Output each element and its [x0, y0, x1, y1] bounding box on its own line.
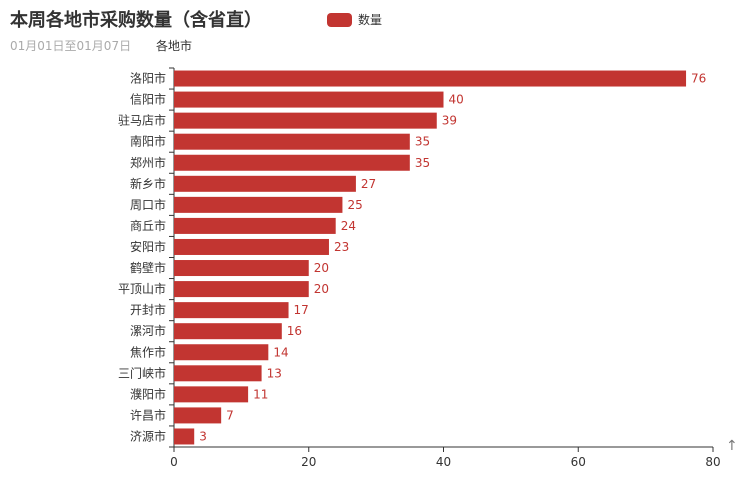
category-label: 开封市	[130, 302, 166, 317]
category-label: 鹤壁市	[130, 260, 166, 275]
bar	[174, 238, 329, 255]
category-label: 驻马店市	[118, 113, 166, 128]
category-label: 郑州市	[130, 155, 166, 170]
bar	[174, 302, 289, 319]
data-label: 7	[226, 408, 234, 422]
data-label: 3	[199, 429, 207, 443]
x-tick-label: 20	[301, 455, 316, 469]
data-label: 76	[691, 72, 706, 86]
x-tick-label: 60	[571, 455, 586, 469]
category-label: 洛阳市	[130, 71, 166, 86]
arrow-up-icon[interactable]: ↑	[726, 438, 738, 454]
x-tick-label: 40	[436, 455, 451, 469]
data-label: 11	[253, 387, 268, 401]
legend-swatch	[327, 12, 352, 27]
bar	[174, 175, 356, 192]
x-tick-label: 80	[705, 455, 720, 469]
data-label: 39	[442, 114, 457, 128]
bar	[174, 70, 687, 87]
bar	[174, 281, 309, 298]
bar	[174, 323, 282, 340]
category-label: 濮阳市	[130, 386, 166, 401]
data-label: 35	[415, 156, 430, 170]
x-tick-label: 0	[170, 455, 178, 469]
bar	[174, 428, 195, 445]
chart-subtitle: 01月01日至01月07日	[10, 39, 132, 53]
data-label: 35	[415, 135, 430, 149]
bar	[174, 112, 437, 129]
bar	[174, 365, 262, 382]
data-label: 40	[449, 93, 464, 107]
data-label: 16	[287, 324, 302, 338]
bar	[174, 133, 410, 150]
legend-label: 数量	[358, 13, 383, 27]
data-label: 24	[341, 219, 356, 233]
data-label: 13	[267, 366, 282, 380]
data-label: 17	[294, 303, 309, 317]
bar	[174, 386, 249, 403]
chart-title: 本周各地市采购数量（含省直）	[10, 10, 262, 31]
legend-item[interactable]: 数量	[327, 11, 382, 28]
data-label: 25	[347, 198, 362, 212]
category-label: 信阳市	[130, 92, 166, 107]
category-label: 安阳市	[130, 239, 166, 254]
category-label: 许昌市	[130, 407, 166, 422]
category-label: 新乡市	[130, 176, 166, 191]
category-label: 平顶山市	[118, 281, 166, 296]
category-label: 南阳市	[130, 134, 166, 149]
y-axis-title: 各地市	[156, 38, 192, 53]
bar	[174, 217, 336, 234]
category-label: 三门峡市	[118, 365, 166, 380]
data-label: 20	[314, 261, 329, 275]
category-label: 周口市	[130, 197, 166, 212]
bar	[174, 154, 410, 171]
bar	[174, 196, 343, 213]
data-label: 20	[314, 282, 329, 296]
data-label: 14	[273, 345, 288, 359]
data-label: 23	[334, 240, 349, 254]
category-label: 焦作市	[130, 344, 166, 359]
bar	[174, 344, 269, 361]
bar	[174, 407, 222, 424]
category-label: 济源市	[130, 428, 166, 443]
category-label: 漯河市	[130, 323, 166, 338]
category-label: 商丘市	[130, 218, 166, 233]
bar	[174, 91, 444, 108]
bar	[174, 260, 309, 277]
data-label: 27	[361, 177, 376, 191]
